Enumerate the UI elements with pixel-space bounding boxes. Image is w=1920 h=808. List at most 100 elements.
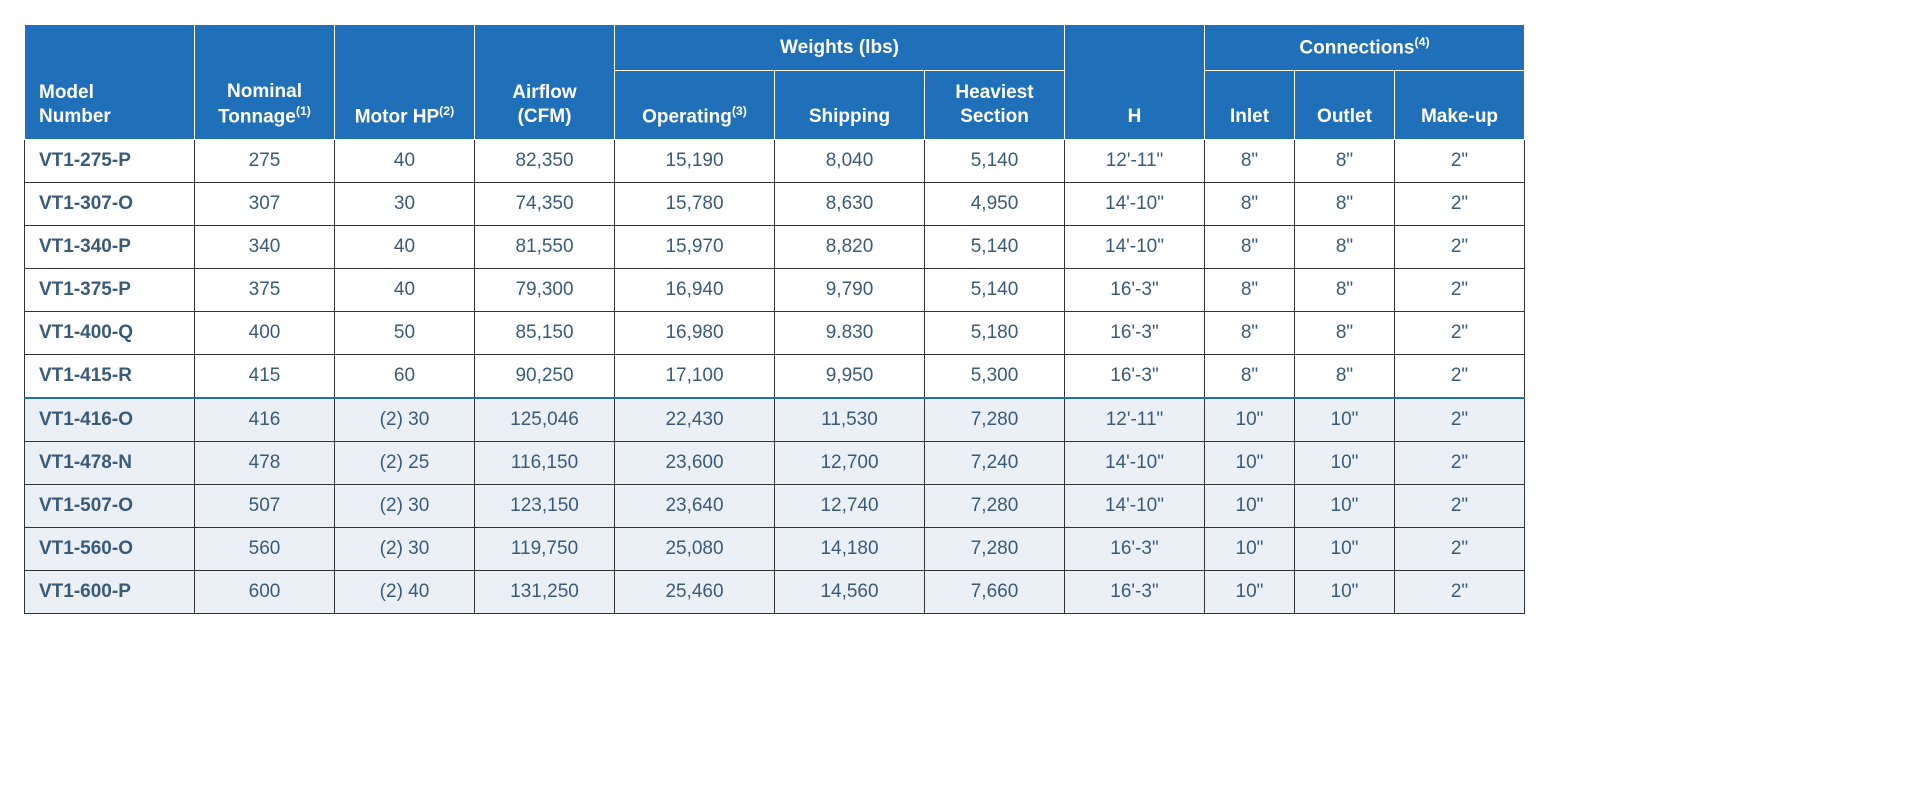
col-model-number: ModelNumber	[25, 25, 195, 140]
cell-value: 30	[335, 182, 475, 225]
cell-value: 7,660	[925, 570, 1065, 613]
cell-value: 119,750	[475, 527, 615, 570]
cell-value: 16,980	[615, 311, 775, 354]
table-row: VT1-340-P3404081,55015,9708,8205,14014'-…	[25, 225, 1525, 268]
cell-model: VT1-307-O	[25, 182, 195, 225]
col-operating: Operating(3)	[615, 71, 775, 140]
cell-value: 2"	[1395, 398, 1525, 442]
table-body: VT1-275-P2754082,35015,1908,0405,14012'-…	[25, 139, 1525, 613]
cell-value: 14'-10"	[1065, 441, 1205, 484]
cell-value: 15,190	[615, 139, 775, 182]
cell-value: 14'-10"	[1065, 225, 1205, 268]
cell-value: 9.830	[775, 311, 925, 354]
table-row: VT1-275-P2754082,35015,1908,0405,14012'-…	[25, 139, 1525, 182]
cell-value: 2"	[1395, 182, 1525, 225]
cell-value: 90,250	[475, 354, 615, 398]
cell-value: 10"	[1295, 570, 1395, 613]
col-make-up: Make-up	[1395, 71, 1525, 140]
col-airflow: Airflow(CFM)	[475, 25, 615, 140]
cell-value: 14'-10"	[1065, 484, 1205, 527]
cell-value: 81,550	[475, 225, 615, 268]
cell-value: 10"	[1295, 484, 1395, 527]
cell-value: 10"	[1205, 527, 1295, 570]
cell-value: 17,100	[615, 354, 775, 398]
cell-value: 2"	[1395, 354, 1525, 398]
cell-value: 8"	[1295, 182, 1395, 225]
cell-value: 22,430	[615, 398, 775, 442]
cell-value: 8"	[1205, 139, 1295, 182]
cell-value: 16'-3"	[1065, 311, 1205, 354]
cell-value: 275	[195, 139, 335, 182]
col-motor-hp: Motor HP(2)	[335, 25, 475, 140]
cell-value: 25,460	[615, 570, 775, 613]
cell-value: 416	[195, 398, 335, 442]
cell-value: 5,300	[925, 354, 1065, 398]
cell-value: 82,350	[475, 139, 615, 182]
cell-value: 16'-3"	[1065, 527, 1205, 570]
cell-value: 2"	[1395, 311, 1525, 354]
cell-value: 14,560	[775, 570, 925, 613]
cell-value: 14'-10"	[1065, 182, 1205, 225]
cell-value: (2) 40	[335, 570, 475, 613]
cell-value: 7,280	[925, 484, 1065, 527]
table-row: VT1-416-O416(2) 30125,04622,43011,5307,2…	[25, 398, 1525, 442]
cell-value: 4,950	[925, 182, 1065, 225]
cell-model: VT1-600-P	[25, 570, 195, 613]
cell-value: 25,080	[615, 527, 775, 570]
cell-value: 507	[195, 484, 335, 527]
cell-value: 2"	[1395, 268, 1525, 311]
table-row: VT1-507-O507(2) 30123,15023,64012,7407,2…	[25, 484, 1525, 527]
cell-value: 8"	[1205, 182, 1295, 225]
cell-value: 10"	[1295, 527, 1395, 570]
cell-value: 116,150	[475, 441, 615, 484]
col-h: H	[1065, 25, 1205, 140]
cell-value: (2) 30	[335, 527, 475, 570]
cell-value: 9,950	[775, 354, 925, 398]
cell-value: 8"	[1295, 139, 1395, 182]
cell-value: (2) 25	[335, 441, 475, 484]
col-group-connections: Connections(4)	[1205, 25, 1525, 71]
cell-value: 50	[335, 311, 475, 354]
table-row: VT1-400-Q4005085,15016,9809.8305,18016'-…	[25, 311, 1525, 354]
cell-value: 7,280	[925, 398, 1065, 442]
cell-model: VT1-416-O	[25, 398, 195, 442]
col-nominal-tonnage: NominalTonnage(1)	[195, 25, 335, 140]
cell-value: 11,530	[775, 398, 925, 442]
cell-value: 74,350	[475, 182, 615, 225]
cell-value: 8"	[1295, 354, 1395, 398]
cell-model: VT1-275-P	[25, 139, 195, 182]
cell-model: VT1-375-P	[25, 268, 195, 311]
cell-value: 16'-3"	[1065, 570, 1205, 613]
cell-value: 12,740	[775, 484, 925, 527]
col-group-weights: Weights (lbs)	[615, 25, 1065, 71]
cell-value: 10"	[1205, 441, 1295, 484]
cell-value: 16'-3"	[1065, 268, 1205, 311]
cell-value: 375	[195, 268, 335, 311]
cell-value: 12'-11"	[1065, 398, 1205, 442]
table-row: VT1-478-N478(2) 25116,15023,60012,7007,2…	[25, 441, 1525, 484]
cell-value: 8,630	[775, 182, 925, 225]
cell-value: 40	[335, 225, 475, 268]
cell-value: 10"	[1205, 484, 1295, 527]
cell-model: VT1-507-O	[25, 484, 195, 527]
cell-value: 10"	[1205, 398, 1295, 442]
cell-value: 2"	[1395, 225, 1525, 268]
cell-value: 340	[195, 225, 335, 268]
col-heaviest-section: HeaviestSection	[925, 71, 1065, 140]
cell-value: 5,180	[925, 311, 1065, 354]
table-row: VT1-415-R4156090,25017,1009,9505,30016'-…	[25, 354, 1525, 398]
cell-value: 5,140	[925, 268, 1065, 311]
cell-value: 2"	[1395, 484, 1525, 527]
cell-value: (2) 30	[335, 484, 475, 527]
cell-model: VT1-478-N	[25, 441, 195, 484]
cell-value: 16'-3"	[1065, 354, 1205, 398]
cell-value: 8"	[1205, 268, 1295, 311]
cell-value: 8"	[1295, 225, 1395, 268]
table-row: VT1-307-O3073074,35015,7808,6304,95014'-…	[25, 182, 1525, 225]
cell-value: 415	[195, 354, 335, 398]
cell-value: 12,700	[775, 441, 925, 484]
cell-value: (2) 30	[335, 398, 475, 442]
cell-value: 9,790	[775, 268, 925, 311]
cell-value: 307	[195, 182, 335, 225]
cell-value: 123,150	[475, 484, 615, 527]
